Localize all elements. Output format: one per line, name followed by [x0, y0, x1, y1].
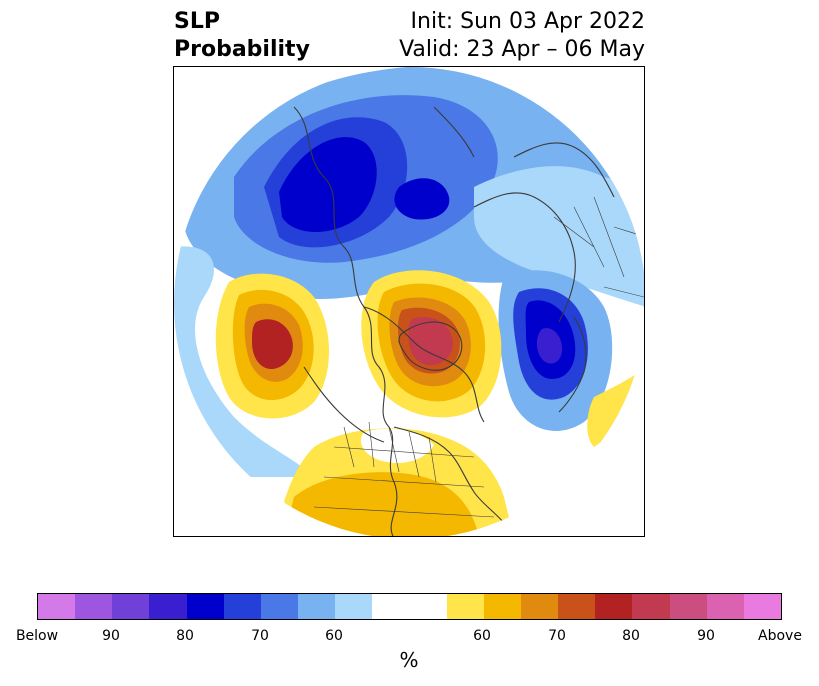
colorbar-segment — [446, 594, 484, 619]
above-region-greenland-85 — [408, 317, 453, 366]
map-panel — [173, 66, 645, 537]
title-left: SLP Probability — [174, 8, 310, 64]
colorbar-segment — [260, 594, 299, 619]
colorbar-segment — [112, 594, 150, 619]
title-type: Probability — [174, 37, 310, 62]
colorbar-segment — [335, 594, 373, 619]
colorbar-tick-label: Above — [758, 628, 802, 644]
below-region-55-east — [474, 166, 644, 307]
colorbar-tick-label: 90 — [102, 628, 120, 644]
init-date: Init: Sun 03 Apr 2022 — [410, 9, 645, 34]
colorbar-segment — [186, 594, 224, 619]
colorbar-tick-label: 80 — [622, 628, 640, 644]
colorbar-tick-label: 70 — [548, 628, 566, 644]
probability-fields — [174, 67, 644, 536]
colorbar-segment — [743, 594, 782, 619]
colorbar-tick-label: 90 — [697, 628, 715, 644]
title-variable: SLP — [174, 9, 220, 34]
valid-range: Valid: 23 Apr – 06 May — [399, 37, 645, 62]
below-region-europe-85 — [536, 328, 562, 364]
colorbar-segment — [595, 594, 633, 619]
colorbar — [37, 593, 782, 620]
colorbar-segment — [223, 594, 261, 619]
colorbar-segment — [298, 594, 336, 619]
colorbar-segment — [632, 594, 670, 619]
colorbar-tick-label: 60 — [325, 628, 343, 644]
colorbar-tick-label: 70 — [251, 628, 269, 644]
colorbar-tick-label: 60 — [473, 628, 491, 644]
below-region-55-west — [174, 246, 314, 477]
colorbar-label: % — [399, 648, 419, 672]
neutral-region-us — [360, 428, 434, 464]
colorbar-segment — [149, 594, 187, 619]
colorbar-segment — [38, 594, 76, 619]
below-region-80b — [394, 178, 450, 220]
colorbar-segment — [558, 594, 596, 619]
above-region-us-60 — [284, 472, 479, 536]
state-borders — [313, 196, 644, 518]
colorbar-segment — [372, 594, 447, 619]
title-right: Init: Sun 03 Apr 2022 Valid: 23 Apr – 06… — [399, 8, 645, 64]
colorbar-segment — [669, 594, 707, 619]
below-region-80 — [279, 137, 377, 232]
colorbar-segment — [706, 594, 744, 619]
colorbar-tick-label: Below — [15, 628, 59, 644]
above-region-pacific-80 — [252, 319, 293, 370]
colorbar-segment — [75, 594, 113, 619]
colorbar-tick-label: 80 — [176, 628, 194, 644]
colorbar-segment — [521, 594, 559, 619]
probability-map — [174, 67, 644, 536]
colorbar-segment — [483, 594, 522, 619]
